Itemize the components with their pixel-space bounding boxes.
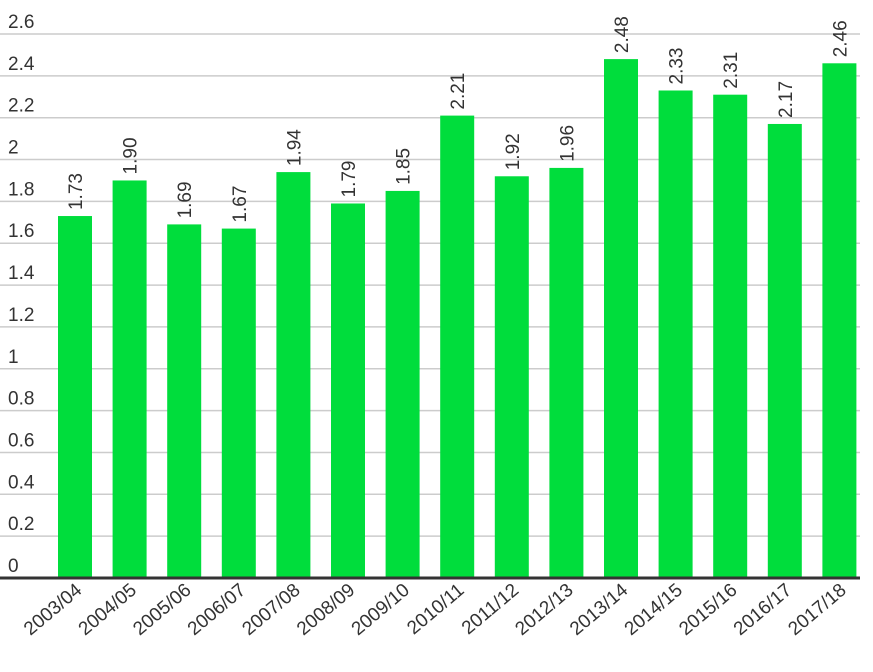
bar	[112, 180, 147, 578]
bar	[276, 172, 311, 579]
bar	[494, 176, 529, 578]
x-tick-label: 2011/12	[458, 580, 523, 639]
x-tick-label: 2016/17	[730, 580, 796, 640]
y-tick-label: 0.6	[8, 430, 34, 451]
data-label: 1.94	[284, 129, 305, 166]
bar	[713, 94, 748, 578]
x-tick-label: 2004/05	[75, 580, 141, 640]
x-tick-label: 2008/09	[293, 580, 359, 640]
data-label: 1.79	[339, 160, 360, 197]
bar	[440, 115, 475, 578]
y-tick-label: 2.4	[8, 54, 35, 75]
bar	[58, 216, 92, 578]
y-tick-label: 2	[8, 138, 19, 159]
x-tick-label: 2010/11	[403, 580, 468, 639]
bar	[385, 190, 420, 578]
y-tick-label: 0.2	[8, 514, 34, 535]
y-tick-label: 1.4	[8, 263, 35, 284]
y-tick-label: 2.6	[8, 12, 34, 33]
bar	[331, 203, 365, 578]
data-label: 1.67	[230, 186, 251, 223]
data-label: 1.73	[66, 173, 87, 210]
bar	[167, 224, 202, 578]
y-tick-label: 0.8	[8, 389, 34, 410]
x-tick-label: 2015/16	[675, 580, 741, 640]
y-axis-ticks: 0 0.2 0.4 0.6 0.8 1 1.2 1.4 1.6 1.8 2 2.2 2.4 2.6	[8, 12, 35, 577]
data-label: 1.90	[121, 137, 142, 174]
x-tick-label: 2005/06	[129, 580, 195, 640]
y-tick-label: 1	[8, 347, 19, 368]
x-tick-label: 2009/10	[348, 580, 414, 640]
bar	[822, 63, 857, 579]
y-tick-label: 1.8	[8, 179, 34, 200]
bars	[58, 59, 857, 579]
x-tick-label: 2014/15	[621, 580, 687, 640]
data-label: 2.46	[830, 20, 851, 57]
data-label: 2.17	[776, 81, 797, 118]
x-tick-label: 2013/14	[566, 579, 632, 640]
data-label: 1.92	[503, 133, 524, 170]
data-label: 1.96	[557, 125, 578, 162]
data-label: 1.69	[175, 181, 196, 218]
bar	[604, 59, 638, 579]
y-tick-label: 0.4	[8, 472, 35, 493]
data-label: 1.85	[394, 148, 415, 185]
x-tick-label: 2017/18	[784, 580, 850, 640]
data-label: 2.48	[612, 16, 633, 53]
y-tick-label: 0	[8, 556, 19, 577]
x-tick-label: 2003/04	[20, 579, 86, 640]
x-tick-label: 2007/08	[238, 580, 304, 640]
y-tick-label: 1.2	[8, 305, 34, 326]
bar	[221, 228, 256, 579]
x-tick-label: 2012/13	[511, 580, 577, 640]
bar	[767, 123, 802, 578]
data-label: 2.31	[721, 52, 742, 89]
bar	[549, 167, 584, 578]
y-tick-label: 1.6	[8, 221, 34, 242]
bar	[658, 90, 693, 578]
x-tick-label: 2006/07	[184, 580, 250, 640]
data-label: 2.33	[667, 48, 688, 85]
x-axis-ticks: 2003/042004/052005/062006/072007/082008/…	[20, 579, 851, 640]
y-tick-label: 2.2	[8, 96, 34, 117]
data-labels: 1.73 1.90 1.69 1.67 1.94 1.79 1.85 2.21 1.92 1.96…	[66, 16, 851, 222]
data-label: 2.21	[448, 73, 469, 110]
